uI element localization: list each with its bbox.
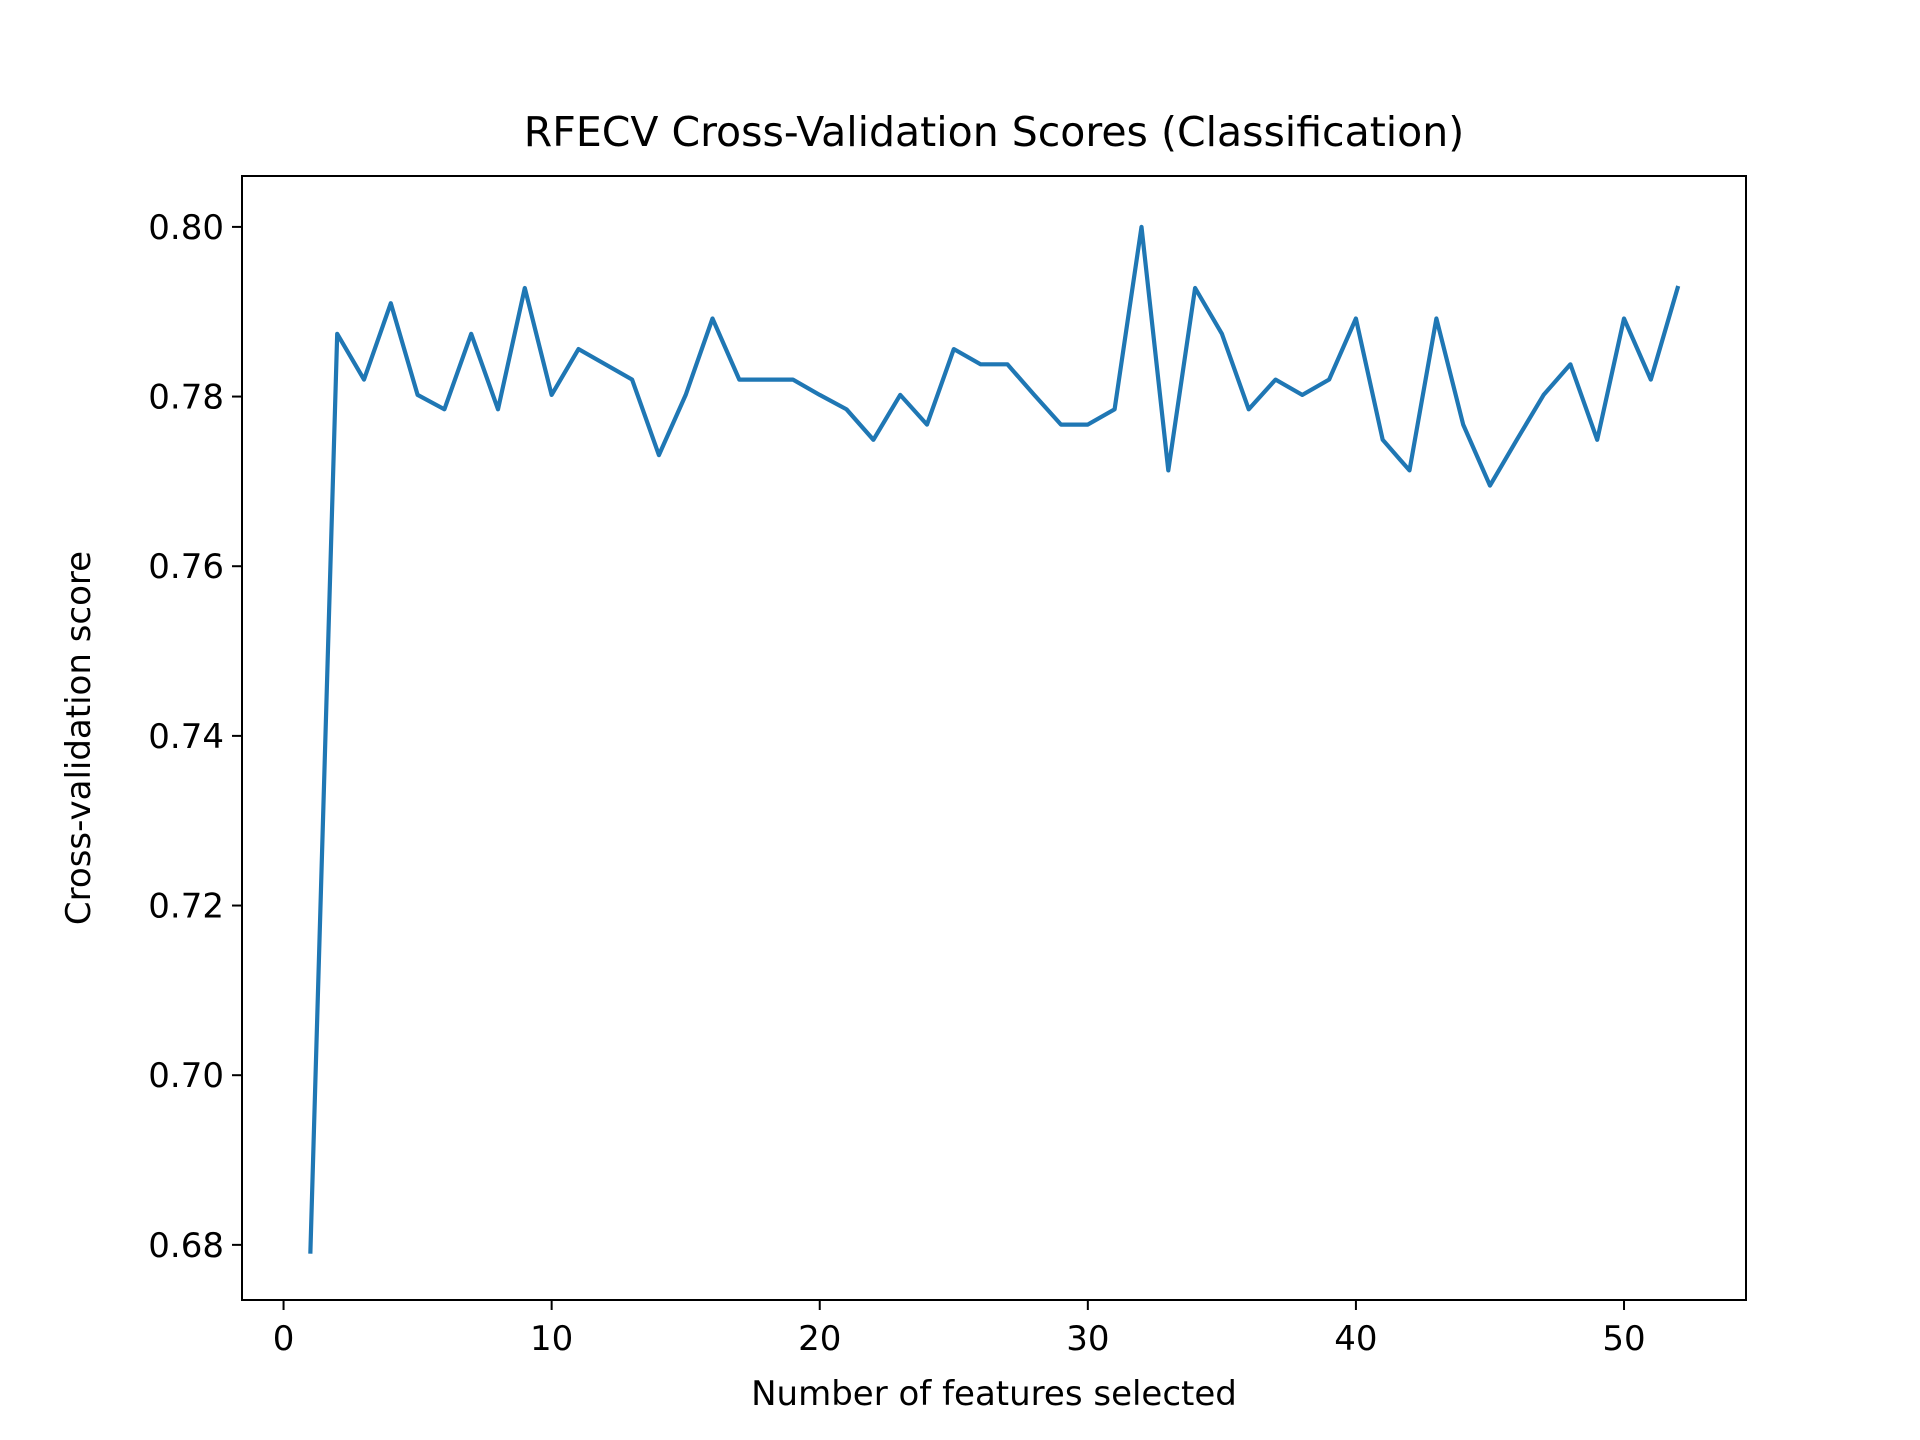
- y-tick-label: 0.76: [148, 547, 224, 587]
- x-tick-label: 30: [1066, 1319, 1109, 1359]
- y-tick-label: 0.70: [148, 1056, 224, 1096]
- y-tick-label: 0.74: [148, 717, 224, 757]
- x-tick-label: 40: [1334, 1319, 1377, 1359]
- y-tick-label: 0.68: [148, 1226, 224, 1266]
- x-tick-label: 50: [1602, 1319, 1645, 1359]
- x-tick-label: 20: [798, 1319, 841, 1359]
- plot-frame: [241, 175, 1747, 1301]
- x-axis-label: Number of features selected: [751, 1374, 1237, 1414]
- data-layer: [308, 224, 1681, 1254]
- y-tick-label: 0.72: [148, 887, 224, 927]
- chart-title: RFECV Cross-Validation Scores (Classific…: [524, 108, 1464, 156]
- y-axis-label: Cross-validation score: [59, 551, 99, 925]
- y-tick-label: 0.80: [148, 208, 224, 248]
- y-axis-ticks: 0.68 0.70 0.72 0.74 0.76 0.78 0.80: [148, 208, 242, 1266]
- x-tick-label: 0: [273, 1319, 295, 1359]
- y-tick-label: 0.78: [148, 378, 224, 418]
- x-tick-label: 10: [530, 1319, 573, 1359]
- x-axis-ticks: 0 10 20 30 40 50: [273, 1300, 1646, 1359]
- series-line: [308, 224, 1681, 1254]
